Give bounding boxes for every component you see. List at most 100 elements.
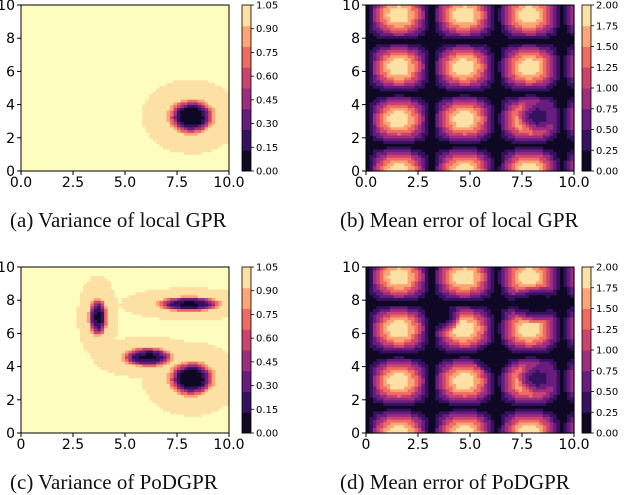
heatmap-cell <box>198 5 202 8</box>
heatmap-cell <box>397 5 401 8</box>
heatmap-cell <box>415 5 419 8</box>
colorbar-tick-label: 0.60 <box>256 72 278 83</box>
heatmap-cell <box>418 5 422 8</box>
heatmap-cell <box>194 5 198 8</box>
heatmap-cell <box>101 5 105 8</box>
heatmap-cell <box>156 5 160 8</box>
heatmap-cell <box>153 5 157 8</box>
heatmap-cell <box>201 5 205 8</box>
y-tick-label: 8 <box>6 31 15 47</box>
heatmap-cell <box>170 5 174 8</box>
heatmap-cell <box>108 5 112 8</box>
y-tick-label: 0 <box>6 164 15 180</box>
heatmap-cell <box>177 5 181 8</box>
heatmap-cell <box>394 5 398 8</box>
colorbar-segment <box>242 5 251 26</box>
colorbar-tick-label: 0.30 <box>256 119 278 130</box>
heatmap-cell <box>128 5 132 8</box>
colorbar-tick-label: 1.05 <box>256 1 278 12</box>
heatmap-cell <box>52 5 56 8</box>
heatmap-cell <box>56 5 60 8</box>
colorbar-tick-label: 0.15 <box>256 143 278 154</box>
heatmap-cell <box>390 5 394 8</box>
heatmap-cells-b <box>366 5 575 172</box>
colorbar-segment <box>242 109 251 130</box>
heatmap-cell <box>80 5 84 8</box>
heatmap-cell <box>219 5 223 8</box>
y-tick-label: 2 <box>6 131 15 147</box>
heatmap-cell <box>187 5 191 8</box>
colorbar-tick-label: 0.45 <box>256 95 278 106</box>
colorbar-a: 0.000.150.300.450.600.750.901.05 <box>242 1 278 178</box>
heatmap-cell <box>373 5 377 8</box>
colorbar-tick-label: 0.90 <box>256 24 278 35</box>
heatmap-cell <box>401 5 405 8</box>
heatmap-cell <box>28 5 32 8</box>
heatmap-cell <box>83 5 87 8</box>
heatmap-cell <box>49 5 53 8</box>
heatmap-cell <box>439 5 443 8</box>
heatmap-cell <box>142 5 146 8</box>
y-tick-label: 4 <box>6 98 15 114</box>
heatmap-cell <box>408 5 412 8</box>
heatmap-cell <box>421 5 425 8</box>
heatmap-cell <box>208 5 212 8</box>
heatmap-cell <box>76 5 80 8</box>
heatmap-cell <box>425 5 429 8</box>
x-tick-label: 10.0 <box>213 175 244 191</box>
heatmap-cell <box>432 5 436 8</box>
heatmap-cell <box>160 5 164 8</box>
heatmap-cell <box>180 5 184 8</box>
heatmap-cells-a <box>21 5 230 172</box>
colorbar-segment <box>242 88 251 109</box>
colorbar-segment <box>242 150 251 171</box>
colorbar-segment <box>242 47 251 68</box>
heatmap-cell <box>215 5 219 8</box>
heatmap-cell <box>125 5 129 8</box>
heatmap-cell <box>174 5 178 8</box>
heatmap-cell <box>149 5 153 8</box>
heatmap-cell <box>135 5 139 8</box>
heatmap-cell <box>191 5 195 8</box>
heatmap-cell <box>383 5 387 8</box>
heatmap-cell <box>435 5 439 8</box>
heatmap-cell <box>35 5 39 8</box>
heatmap-cell <box>115 5 119 8</box>
heatmap-cell <box>212 5 216 8</box>
heatmap-cell <box>205 5 209 8</box>
heatmap-cell <box>366 5 370 8</box>
heatmap-cell <box>66 5 70 8</box>
heatmap-cell <box>73 5 77 8</box>
heatmap-cell <box>132 5 136 8</box>
colorbar-segment <box>242 26 251 47</box>
heatmap-cell <box>387 5 391 8</box>
heatmap-cell <box>24 5 28 8</box>
heatmap-cell <box>369 5 373 8</box>
heatmap-cell <box>122 5 126 8</box>
heatmap-cell <box>70 5 74 8</box>
heatmap-cell <box>90 5 94 8</box>
heatmap-cell <box>411 5 415 8</box>
heatmap-cell <box>222 5 226 8</box>
heatmap-cell <box>111 5 115 8</box>
heatmap-cell <box>87 5 91 8</box>
heatmap-cell <box>404 5 408 8</box>
heatmap-cell <box>380 5 384 8</box>
heatmap-cell <box>38 5 42 8</box>
x-tick-label: 7.5 <box>166 175 188 191</box>
heatmap-cell <box>184 5 188 8</box>
heatmap-cell <box>31 5 35 8</box>
colorbar-segment <box>242 67 251 88</box>
heatmap-cell <box>428 5 432 8</box>
heatmap-cell <box>163 5 167 8</box>
heatmap-cell <box>376 5 380 8</box>
x-tick-label: 2.5 <box>62 175 84 191</box>
heatmap-cell <box>59 5 63 8</box>
heatmap-cell <box>63 5 67 8</box>
heatmap-cell <box>42 5 46 8</box>
colorbar-tick-label: 0.75 <box>256 48 278 59</box>
colorbar-segment <box>242 130 251 151</box>
